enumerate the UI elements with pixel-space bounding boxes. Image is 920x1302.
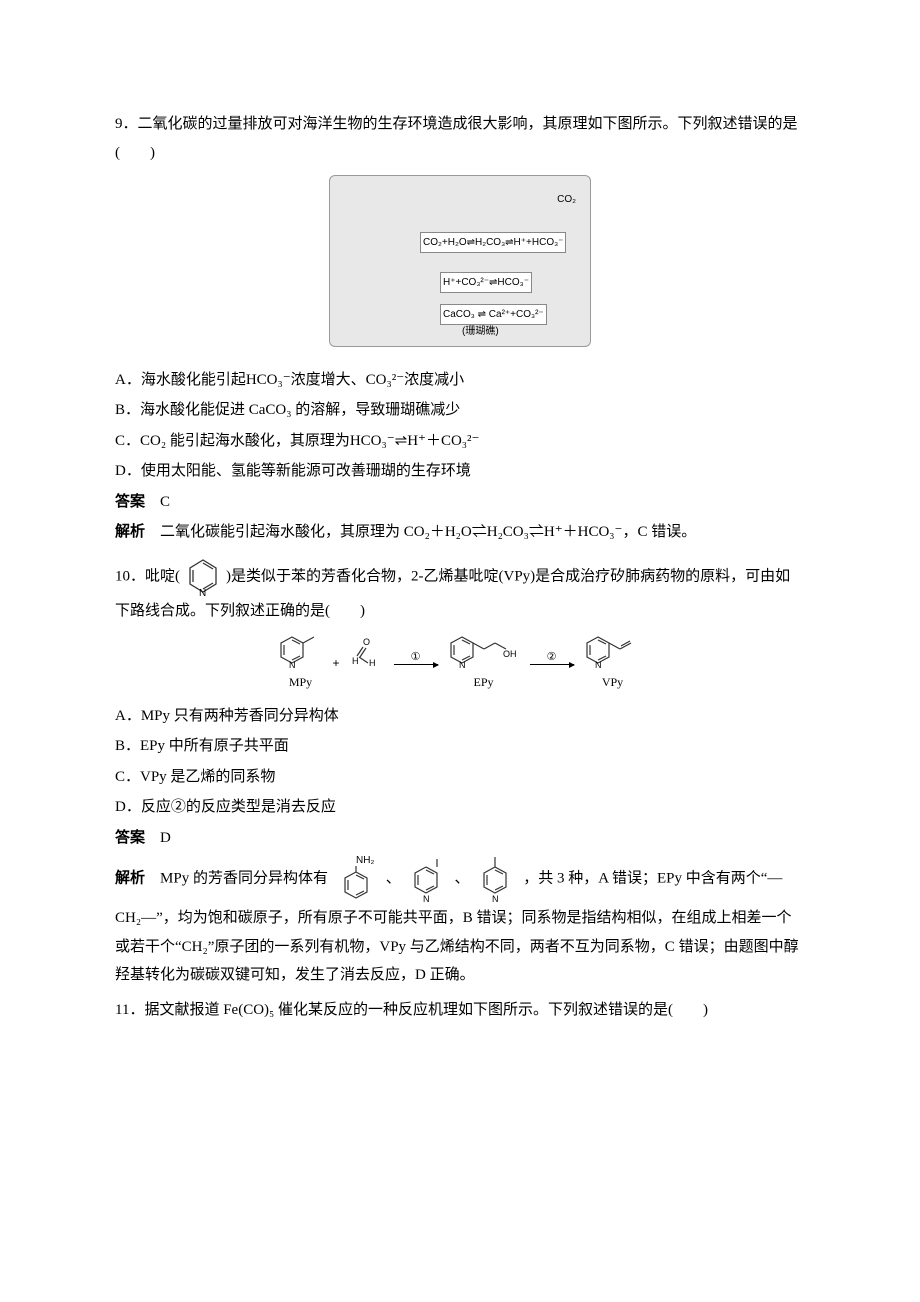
q10-option-a: A．MPy 只有两种芳香同分异构体 — [115, 702, 805, 731]
q9-diagram: CO₂ CO₂+H₂O⇌H₂CO₃⇌H⁺+HCO₃⁻ H⁺+CO₃²⁻⇌HCO₃… — [329, 175, 591, 347]
plus-sign: + — [332, 652, 339, 675]
q9-fig-note: (珊瑚礁) — [460, 322, 501, 341]
q9-answer-line: 答案 C — [115, 488, 805, 517]
formaldehyde-structure: O H H — [350, 636, 384, 691]
q9-explanation-line: 解析 二氧化碳能引起海水酸化，其原理为 CO₂＋H₂O⇌H₂CO₃⇌H⁺＋HCO… — [115, 518, 805, 547]
mpy-structure: N MPy — [278, 633, 322, 694]
n-label: N — [199, 588, 206, 597]
svg-text:OH: OH — [503, 649, 517, 659]
q10-option-b: B．EPy 中所有原子共平面 — [115, 732, 805, 761]
epy-label: EPy — [473, 671, 493, 694]
q9-fig-eq2: H⁺+CO₃²⁻⇌HCO₃⁻ — [440, 272, 532, 293]
vpy-label: VPy — [602, 671, 623, 694]
answer-label: 答案 — [115, 830, 145, 846]
q9-explanation: 二氧化碳能引起海水酸化，其原理为 CO₂＋H₂O⇌H₂CO₃⇌H⁺＋HCO₃⁻，… — [160, 524, 696, 540]
q9-option-c: C．CO₂ 能引起海水酸化，其原理为HCO₃⁻⇌H⁺＋CO₃²⁻ — [115, 427, 805, 456]
arrow-1: ① — [394, 653, 438, 674]
q10-expl-a: MPy 的芳香同分异构体有 — [160, 871, 328, 887]
q9-option-a: A．海水酸化能引起HCO₃⁻浓度增大、CO₃²⁻浓度减小 — [115, 366, 805, 395]
svg-text:O: O — [363, 637, 370, 647]
arrow-2: ② — [530, 653, 574, 674]
q10-option-c: C．VPy 是乙烯的同系物 — [115, 763, 805, 792]
mpy-label: MPy — [289, 671, 312, 694]
epy-structure: OH N EPy — [448, 633, 520, 694]
4-methylpyridine-icon: N — [479, 855, 517, 903]
q11-stem: 11．据文献报道 Fe(CO)₅ 催化某反应的一种反应机理如下图所示。下列叙述错… — [115, 996, 805, 1025]
q10-answer: D — [160, 830, 171, 846]
q9-fig-eq1: CO₂+H₂O⇌H₂CO₃⇌H⁺+HCO₃⁻ — [420, 232, 566, 253]
pyridine-structure-icon: N — [186, 557, 220, 597]
aniline-structure-icon: NH₂ — [338, 854, 380, 904]
svg-text:N: N — [492, 894, 499, 903]
comma-1: 、 — [386, 871, 401, 887]
answer-label: 答案 — [115, 494, 145, 510]
explanation-label: 解析 — [115, 524, 145, 540]
q10-stem: 10．吡啶( N )是类似于苯的芳香化合物，2-乙烯基吡啶(VPy)是合成治疗矽… — [115, 557, 805, 626]
q9-option-d: D．使用太阳能、氢能等新能源可改善珊瑚的生存环境 — [115, 457, 805, 486]
q10-option-d: D．反应②的反应类型是消去反应 — [115, 793, 805, 822]
q9-stem: 9．二氧化碳的过量排放可对海洋生物的生存环境造成很大影响，其原理如下图所示。下列… — [115, 110, 805, 167]
svg-text:H: H — [369, 658, 376, 666]
svg-text:N: N — [595, 660, 602, 669]
q10-explanation: 解析 MPy 的芳香同分异构体有 NH₂ 、 N 、 N ，共 — [115, 854, 805, 990]
explanation-label: 解析 — [115, 871, 145, 887]
q9-fig-co2: CO₂ — [555, 190, 578, 209]
q9-figure: CO₂ CO₂+H₂O⇌H₂CO₃⇌H⁺+HCO₃⁻ H⁺+CO₃²⁻⇌HCO₃… — [115, 175, 805, 358]
q9-option-b: B．海水酸化能促进 CaCO₃ 的溶解，导致珊瑚礁减少 — [115, 396, 805, 425]
q10-reaction-scheme: N MPy + O H H ① — [115, 633, 805, 694]
q9-answer: C — [160, 494, 170, 510]
comma-2: 、 — [454, 871, 469, 887]
svg-text:N: N — [289, 660, 296, 669]
vpy-structure: N VPy — [584, 633, 642, 694]
q10-answer-line: 答案 D — [115, 824, 805, 853]
svg-text:N: N — [459, 660, 466, 669]
q10-stem-a: 10．吡啶( — [115, 568, 180, 584]
svg-text:NH₂: NH₂ — [356, 855, 374, 866]
svg-text:N: N — [423, 894, 430, 903]
3-methylpyridine-icon: N — [410, 855, 448, 903]
q10-expl-b: ，共 3 种，A 错误；EPy 中含有两个“—CH₂—”，均为饱和碳原子，所有原… — [115, 871, 799, 984]
svg-text:H: H — [352, 656, 359, 666]
